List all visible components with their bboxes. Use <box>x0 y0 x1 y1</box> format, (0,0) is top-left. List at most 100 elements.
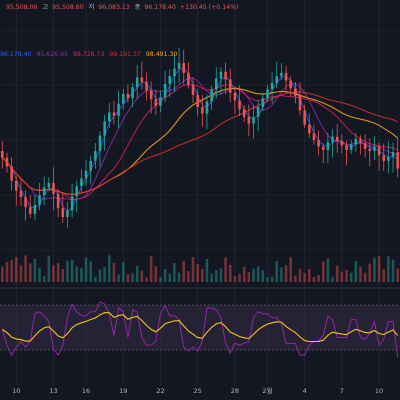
volume-bar <box>289 257 292 282</box>
candle-body <box>80 178 83 187</box>
volume-bar <box>368 263 372 282</box>
candle-body <box>121 93 125 104</box>
candle-body <box>19 190 23 198</box>
volume-bar <box>233 276 237 282</box>
volume-bar <box>163 269 167 282</box>
candle-body <box>335 136 339 142</box>
volume-bar <box>340 271 344 282</box>
volume-bar <box>42 276 46 282</box>
candle-body <box>224 71 227 80</box>
volume-bar <box>284 265 288 282</box>
x-axis-tick-layer: 10 13 16 19 22 25 28 2월 4 7 10 <box>12 386 383 395</box>
x-tick-label: 16 <box>82 387 90 395</box>
volume-bar <box>89 261 92 282</box>
candle-body <box>387 156 390 161</box>
candle-body <box>94 151 97 161</box>
volume-bar <box>177 272 181 282</box>
svg-text:96,178.40 95,626.95: 96,178.40 95,626.95 99,726.73 99,191.37 … <box>0 51 177 58</box>
candle-body <box>354 138 358 145</box>
candle-body <box>187 72 190 85</box>
volume-bar <box>331 277 334 282</box>
close-value: 96,178.40 <box>144 4 176 11</box>
volume-bar <box>326 258 330 282</box>
candle-body <box>5 157 9 167</box>
volume-bar <box>135 265 139 282</box>
volume-bar <box>298 268 302 282</box>
candle-body <box>349 144 353 150</box>
volume-bar <box>19 265 23 282</box>
volume-bar <box>66 260 69 282</box>
volume-bar <box>112 262 116 282</box>
x-tick-label: 4 <box>303 387 307 395</box>
ma-value-5: 98,491.30 <box>146 51 178 58</box>
volume-bar <box>387 256 390 282</box>
candle-body <box>84 170 88 179</box>
volume-bar <box>70 260 74 282</box>
volume-bar <box>80 267 83 282</box>
candle-layer <box>1 47 399 228</box>
x-tick-label: 19 <box>119 387 127 395</box>
volume-bar <box>173 262 176 282</box>
volume-bar <box>349 272 353 282</box>
candle-body <box>308 124 311 134</box>
candle-body <box>238 100 241 110</box>
x-tick-label: 10 <box>375 387 383 395</box>
volume-bar <box>103 267 106 282</box>
candle-body <box>66 210 69 217</box>
volume-bar <box>242 266 246 282</box>
candle-body <box>321 146 325 150</box>
candle-body <box>284 72 288 81</box>
volume-bar <box>373 257 376 282</box>
volume-bar <box>154 266 158 282</box>
volume-bar <box>56 262 60 282</box>
candle-body <box>215 78 218 90</box>
volume-bar <box>94 276 97 282</box>
oscillator-band <box>0 305 400 350</box>
volume-bar <box>1 266 4 282</box>
volume-bar <box>108 255 111 282</box>
candle-body <box>42 187 46 195</box>
candle-body <box>75 186 79 197</box>
oscillator-fast-line <box>1 301 399 358</box>
volume-bar <box>219 268 223 282</box>
volume-bar <box>354 261 358 282</box>
volume-bar <box>61 268 65 282</box>
candle-body <box>247 116 251 124</box>
candle-body <box>266 89 269 99</box>
candle-body <box>368 148 372 151</box>
volume-bar <box>261 270 265 282</box>
candle-body <box>196 94 199 107</box>
volume-bar <box>228 264 232 282</box>
svg-text:95,508.00 고 95: 95,508.00 고 95,508.60 저 96,083.13 종 96,1… <box>6 3 238 11</box>
candle-body <box>377 146 381 156</box>
volume-bar <box>256 266 260 282</box>
candle-body <box>117 103 120 116</box>
volume-bar <box>294 275 297 282</box>
candle-body <box>112 112 116 116</box>
candle-body <box>38 195 41 205</box>
volume-bar <box>131 273 134 282</box>
high-value: 95,508.60 <box>52 4 84 11</box>
volume-bar <box>377 256 381 282</box>
candle-body <box>331 136 334 143</box>
x-tick-label: 7 <box>340 387 344 395</box>
candle-body <box>359 138 362 144</box>
candle-body <box>108 112 111 122</box>
candle-body <box>261 98 265 107</box>
candle-body <box>177 63 181 69</box>
candle-body <box>89 160 92 171</box>
low-value: 96,083.13 <box>98 4 130 11</box>
volume-bar <box>252 268 255 282</box>
candle-body <box>52 182 55 194</box>
volume-bar <box>5 261 9 282</box>
volume-bar <box>126 274 130 282</box>
candle-body <box>61 208 65 217</box>
volume-bar <box>396 268 399 282</box>
candle-body <box>135 77 139 88</box>
volume-bar <box>210 273 213 282</box>
candle-body <box>219 71 223 79</box>
x-tick-label: 28 <box>231 387 239 395</box>
low-label: 저 <box>89 3 95 11</box>
candle-body <box>340 141 344 146</box>
